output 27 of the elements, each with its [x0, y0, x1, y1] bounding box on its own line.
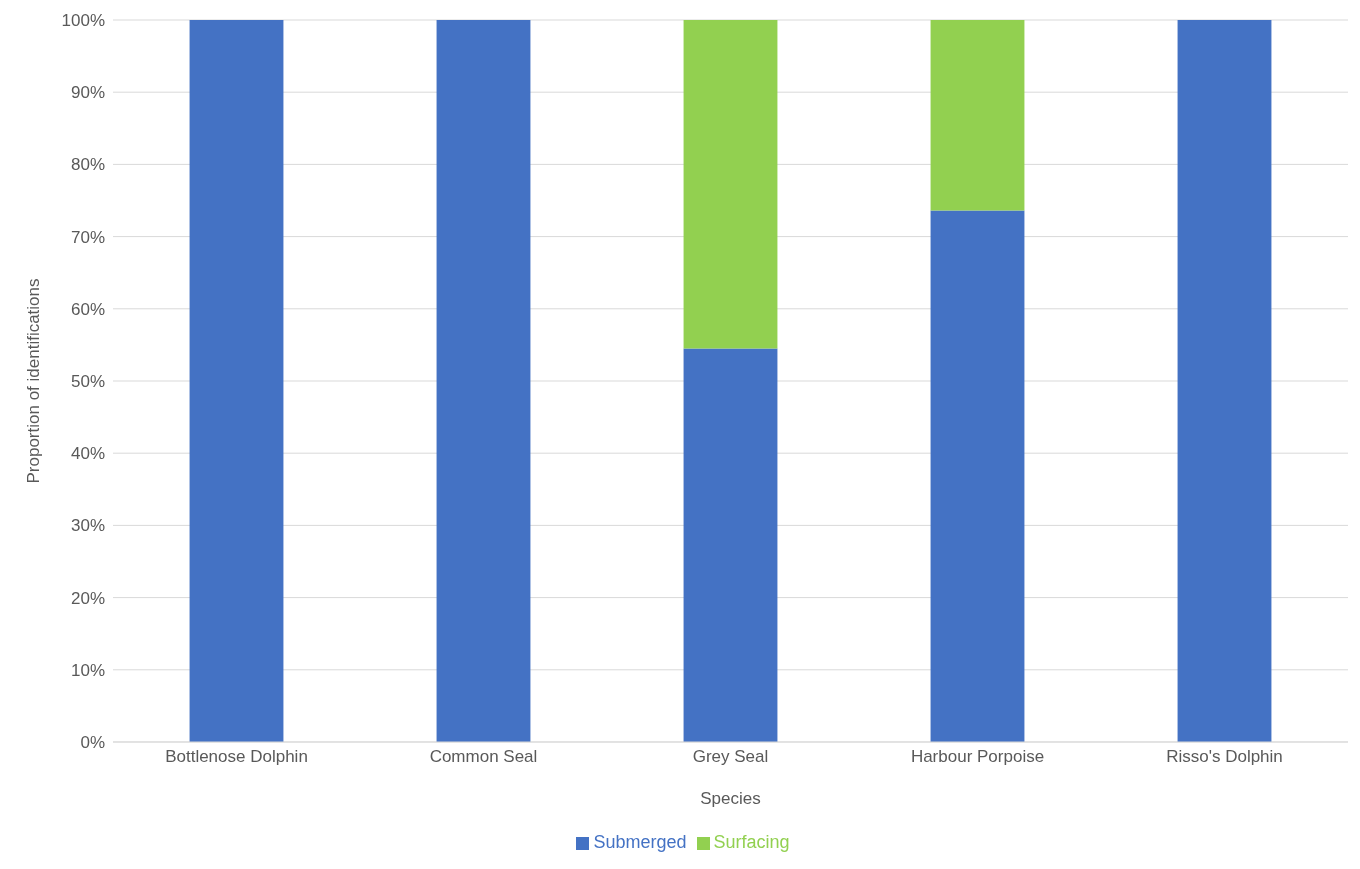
bar	[436, 20, 531, 742]
x-axis-title: Species	[700, 789, 761, 808]
bar	[683, 20, 778, 349]
legend-label: Surfacing	[713, 832, 790, 852]
x-tick-label: Risso's Dolphin	[1166, 747, 1283, 767]
y-axis-title: Proportion of identifications	[24, 278, 44, 484]
y-tick-label: 10%	[70, 660, 105, 680]
y-tick-label: 90%	[70, 83, 105, 103]
x-tick-label: Harbour Porpoise	[910, 747, 1045, 767]
y-tick-label: 20%	[70, 588, 105, 608]
x-tick-label: Grey Seal	[692, 747, 769, 767]
y-tick-label: 70%	[70, 227, 105, 247]
y-tick-label: 40%	[70, 444, 105, 464]
bar	[930, 20, 1025, 211]
y-tick-label: 0%	[80, 733, 105, 753]
bar	[930, 210, 1025, 742]
x-tick-label: Bottlenose Dolphin	[165, 747, 308, 767]
bar	[1177, 20, 1272, 742]
y-tick-label: 50%	[70, 372, 105, 392]
y-tick-label: 100%	[61, 11, 105, 31]
bar	[189, 20, 284, 742]
y-tick-label: 60%	[70, 299, 105, 319]
legend-label: Submerged	[593, 832, 687, 852]
y-tick-label: 80%	[70, 155, 105, 175]
y-tick-label: 30%	[70, 516, 105, 536]
x-tick-label: Common Seal	[429, 747, 538, 767]
bar	[683, 348, 778, 742]
